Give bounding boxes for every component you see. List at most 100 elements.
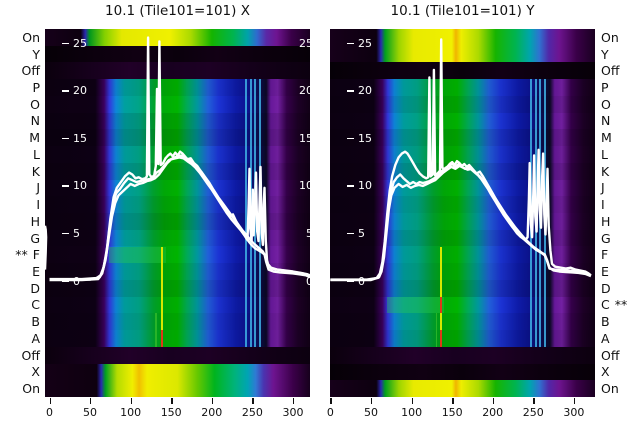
y-tick-label: 15 bbox=[299, 131, 310, 145]
row-label-text: C bbox=[601, 297, 610, 313]
row-label-left-l: L bbox=[0, 146, 40, 163]
heat-row-x-20 bbox=[45, 363, 310, 382]
star-marker: ** bbox=[614, 297, 628, 313]
row-label-text: X bbox=[31, 364, 40, 380]
heat-row-d-15 bbox=[45, 279, 310, 298]
hot-vline bbox=[440, 296, 443, 314]
row-label-right-p: P bbox=[601, 79, 640, 96]
heat-row-shade bbox=[45, 279, 310, 298]
row-label-text: O bbox=[601, 96, 611, 112]
x-tick-dash bbox=[330, 398, 332, 404]
row-label-text: N bbox=[30, 113, 40, 129]
row-label-text: Y bbox=[601, 46, 609, 62]
heat-row-d-15 bbox=[330, 279, 595, 298]
row-label-right-f: F bbox=[601, 246, 640, 263]
row-label-text: Off bbox=[601, 347, 620, 363]
heat-row-y-1 bbox=[330, 45, 595, 64]
trace-svg bbox=[45, 36, 310, 282]
x-tick-dash bbox=[90, 398, 92, 404]
row-label-text: P bbox=[32, 80, 40, 96]
x-tick-label: 50 bbox=[364, 406, 378, 419]
heat-row-y-1 bbox=[45, 45, 310, 64]
row-label-text: Off bbox=[601, 63, 620, 79]
x-tick-dash bbox=[533, 398, 535, 404]
y-tick-dash bbox=[347, 90, 354, 92]
heat-row-on-21 bbox=[330, 380, 595, 397]
row-label-text: F bbox=[601, 247, 609, 263]
heat-row-shade bbox=[45, 129, 310, 147]
row-highlight-band bbox=[387, 296, 444, 314]
heat-row-shade bbox=[330, 263, 595, 281]
row-label-text: C bbox=[31, 297, 40, 313]
x-tick-dash bbox=[371, 398, 373, 404]
row-label-left-g: G bbox=[0, 230, 40, 247]
row-label-left-m: M bbox=[0, 129, 40, 146]
heat-row-o-4 bbox=[330, 95, 595, 114]
x-tick-label: 50 bbox=[83, 406, 97, 419]
y-tick-label: 20 bbox=[358, 84, 372, 98]
x-tick-label: 200 bbox=[482, 406, 504, 419]
heat-row-n-5 bbox=[330, 112, 595, 131]
heat-row-on-21 bbox=[45, 380, 310, 397]
heat-row-shade bbox=[45, 162, 310, 181]
y-tick-label: 25 bbox=[358, 36, 372, 50]
x-tick-label: 300 bbox=[563, 406, 585, 419]
heat-row-e-14 bbox=[45, 263, 310, 281]
row-label-right-on: On bbox=[601, 29, 640, 46]
heat-row-shade bbox=[330, 330, 595, 348]
heat-row-l-7 bbox=[330, 146, 595, 164]
row-label-right-h: H bbox=[601, 213, 640, 230]
x-tick-label: 100 bbox=[401, 406, 423, 419]
y-tick-dash bbox=[347, 137, 354, 140]
x-tick-dash bbox=[492, 398, 495, 404]
y-tick-label: 25 bbox=[73, 36, 87, 50]
y-tick-dash bbox=[62, 137, 69, 140]
heat-row-f-13 bbox=[330, 246, 595, 264]
x-tick-dash bbox=[211, 398, 214, 404]
heat-row-shade bbox=[330, 95, 595, 114]
heat-row-shade bbox=[45, 330, 310, 348]
trace-svg bbox=[330, 38, 592, 282]
row-label-left-i: I bbox=[0, 196, 40, 213]
x-tick-dash bbox=[573, 398, 576, 404]
row-label-left-off: Off bbox=[0, 62, 40, 79]
row-label-left-j: J bbox=[0, 180, 40, 197]
heat-row-shade bbox=[45, 112, 310, 131]
heat-row-shade bbox=[45, 263, 310, 281]
heat-row-b-17 bbox=[45, 313, 310, 331]
star-marker: ** bbox=[15, 247, 28, 263]
row-label-text: On bbox=[601, 29, 619, 45]
heat-row-shade bbox=[330, 129, 595, 147]
heat-row-shade bbox=[330, 313, 595, 331]
row-label-text: O bbox=[30, 96, 40, 112]
row-label-left-b: B bbox=[0, 313, 40, 330]
heat-row-on-0 bbox=[45, 29, 310, 47]
heat-row-o-4 bbox=[45, 95, 310, 114]
row-label-text: J bbox=[36, 180, 40, 196]
row-label-text: K bbox=[601, 163, 610, 179]
row-label-text: H bbox=[30, 213, 40, 229]
row-label-text: G bbox=[30, 230, 40, 246]
hot-vline bbox=[155, 313, 157, 347]
row-label-text: L bbox=[33, 146, 40, 162]
x-tick-dash bbox=[49, 398, 51, 404]
y-tick-label: 15 bbox=[358, 131, 372, 145]
x-tick-label: 150 bbox=[160, 406, 182, 419]
row-label-right-y: Y bbox=[601, 46, 640, 63]
y-tick-label: 15 bbox=[73, 131, 87, 145]
heat-row-a-18 bbox=[45, 330, 310, 348]
row-label-right-off: Off bbox=[601, 62, 640, 79]
row-label-text: F bbox=[32, 247, 40, 263]
row-label-text: M bbox=[29, 130, 40, 146]
row-label-left-on: On bbox=[0, 29, 40, 46]
trace-path bbox=[49, 154, 310, 281]
trace-path bbox=[45, 225, 48, 270]
row-label-text: D bbox=[601, 280, 611, 296]
row-label-left-e: E bbox=[0, 263, 40, 280]
row-label-left-off: Off bbox=[0, 347, 40, 364]
x-tick-dash bbox=[130, 398, 132, 404]
heat-row-shade bbox=[330, 79, 595, 97]
row-label-right-j: J bbox=[601, 180, 640, 197]
heat-row-shade bbox=[330, 246, 595, 264]
